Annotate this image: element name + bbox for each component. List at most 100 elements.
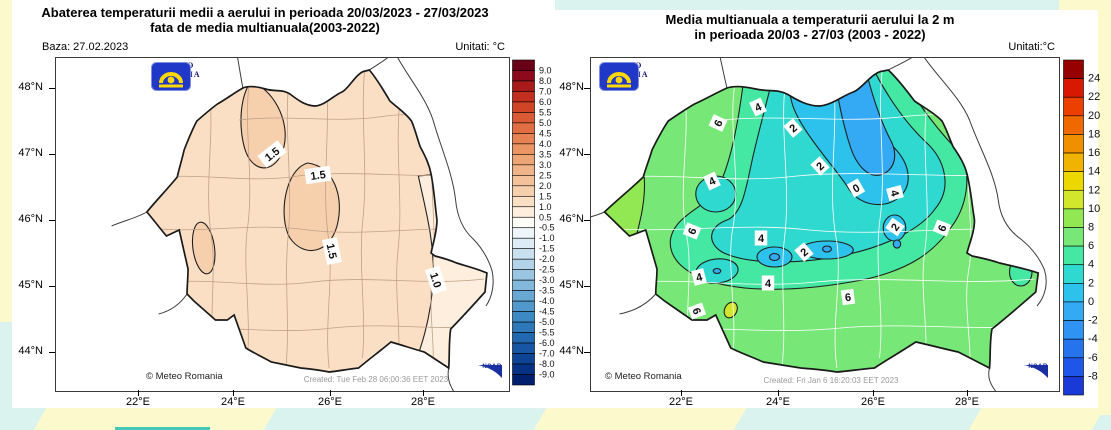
colorbar-band bbox=[512, 80, 535, 92]
neighbor-border bbox=[159, 294, 187, 314]
lon-tick bbox=[138, 390, 139, 396]
svg-text:4: 4 bbox=[707, 175, 718, 189]
colorbar-band bbox=[512, 59, 535, 71]
svg-text:6: 6 bbox=[712, 118, 725, 129]
map-title-line2: fata de media multianuala(2003-2022) bbox=[150, 20, 380, 35]
lat-tick bbox=[584, 352, 590, 353]
colorbar-tick-label: -1.5 bbox=[539, 244, 555, 254]
contour-fills bbox=[146, 70, 487, 372]
svg-text:4: 4 bbox=[765, 278, 772, 290]
colorbar-tick-label: 4 bbox=[1088, 259, 1094, 271]
lat-tick bbox=[584, 154, 590, 155]
ncar-logo: NCAR bbox=[1023, 364, 1053, 378]
created-timestamp: Created: Tue Feb 28 06:00:36 EET 2023 bbox=[303, 375, 449, 384]
colorbar-band bbox=[512, 195, 535, 208]
lon-label: 26°E bbox=[318, 396, 342, 408]
colorbar-band bbox=[512, 227, 535, 239]
colorbar-band bbox=[512, 185, 535, 197]
colorbar-tick-label: 0.5 bbox=[539, 212, 552, 222]
contour-label: 6 bbox=[687, 302, 707, 320]
bg-patch bbox=[0, 0, 12, 322]
lon-label: 28°E bbox=[411, 396, 435, 408]
lon-label: 26°E bbox=[861, 396, 885, 408]
colorbar-tick-label: 22 bbox=[1088, 91, 1100, 103]
lon-label: 24°E bbox=[766, 396, 790, 408]
lat-label: 46°N bbox=[18, 213, 43, 225]
map-canvas: 1.51.51.51.0 bbox=[56, 58, 509, 391]
bg-patch bbox=[1098, 0, 1111, 415]
colorbar-band bbox=[1063, 171, 1084, 191]
contour-label: 1.5 bbox=[322, 236, 342, 266]
contour-label: 2 bbox=[783, 118, 803, 138]
colorbar-band bbox=[512, 216, 535, 229]
lat-tick bbox=[49, 154, 55, 155]
colorbar-tick-label: 6 bbox=[1088, 240, 1094, 252]
colorbar-band bbox=[512, 164, 535, 176]
colorbar-tick-label: -7.0 bbox=[539, 349, 555, 359]
colorbar-tick-label: -2 bbox=[1088, 315, 1098, 327]
svg-text:6: 6 bbox=[686, 226, 699, 236]
map-title-line2: in perioada 20/03 - 27/03 (2003 - 2022) bbox=[694, 27, 926, 42]
lat-tick bbox=[584, 220, 590, 221]
colorbar-band bbox=[1063, 301, 1084, 321]
svg-text:1.5: 1.5 bbox=[310, 169, 327, 183]
colorbar-tick-label: 0 bbox=[1088, 296, 1094, 308]
svg-text:4: 4 bbox=[695, 271, 705, 284]
lat-label: 45°N bbox=[18, 279, 43, 291]
svg-text:6: 6 bbox=[689, 306, 702, 316]
colorbar-band bbox=[1063, 264, 1084, 284]
contour-label: 4 bbox=[886, 185, 904, 201]
colorbar-tick-label: -0.5 bbox=[539, 223, 555, 233]
svg-text:0: 0 bbox=[851, 182, 862, 195]
neighbor-border bbox=[989, 368, 997, 391]
colorbar-band bbox=[512, 300, 535, 312]
neighbor-border bbox=[396, 58, 493, 306]
colorbar-band bbox=[512, 70, 535, 82]
contour-label: 6 bbox=[932, 219, 952, 237]
contour-label: 4 bbox=[761, 275, 775, 291]
lon-label: 22°E bbox=[126, 396, 150, 408]
colorbar-tick-label: 16 bbox=[1088, 147, 1100, 159]
svg-text:4: 4 bbox=[887, 189, 900, 199]
colorbar-tick-label: -8.0 bbox=[539, 359, 555, 369]
bg-patch bbox=[0, 322, 12, 430]
lon-label: 22°E bbox=[669, 396, 693, 408]
colorbar-band bbox=[512, 248, 535, 260]
colorbar-tick-label: -4.5 bbox=[539, 307, 555, 317]
colorbar-tick-label: 2 bbox=[1088, 277, 1094, 289]
lat-tick bbox=[49, 352, 55, 353]
colorbar-band bbox=[1063, 208, 1084, 228]
colorbar-tick-label: -1.0 bbox=[539, 233, 555, 243]
lat-label: 45°N bbox=[559, 279, 584, 291]
colorbar-band bbox=[512, 279, 535, 291]
colorbar-tick-label: -6 bbox=[1088, 352, 1098, 364]
lon-label: 24°E bbox=[221, 396, 245, 408]
svg-text:6: 6 bbox=[936, 223, 949, 233]
colorbar-tick-label: 10 bbox=[1088, 203, 1100, 215]
neighbor-border bbox=[448, 368, 454, 391]
colorbar-tick-label: 3.5 bbox=[539, 149, 552, 159]
contour-label: 4 bbox=[749, 97, 767, 117]
contour-label: 4 bbox=[703, 171, 721, 191]
meteo-romania-emblem-icon bbox=[151, 62, 191, 91]
colorbar-tick-label: 1.5 bbox=[539, 191, 552, 201]
colorbar-band bbox=[512, 269, 535, 281]
base-date-label: Baza: 27.02.2023 bbox=[42, 41, 129, 53]
lon-tick bbox=[330, 390, 331, 396]
svg-text:2: 2 bbox=[889, 222, 902, 234]
colorbar-band bbox=[1063, 96, 1084, 117]
colorbar-tick-label: 5.0 bbox=[539, 118, 552, 128]
lat-tick bbox=[49, 220, 55, 221]
map-title-line1: Abaterea temperaturii medii a aerului in… bbox=[41, 5, 489, 20]
lat-label: 47°N bbox=[18, 147, 43, 159]
colorbar-band bbox=[512, 353, 535, 365]
colorbar-tick-label: -3.0 bbox=[539, 275, 555, 285]
neighbor-border bbox=[591, 212, 605, 226]
lon-tick bbox=[873, 390, 874, 396]
colorbar-tick-label: 2.5 bbox=[539, 170, 552, 180]
lon-tick bbox=[423, 390, 424, 396]
contour-label: 2 bbox=[885, 217, 905, 237]
colorbar-tick-label: -2.0 bbox=[539, 254, 555, 264]
colorbar-tick-label: 3.0 bbox=[539, 160, 552, 170]
